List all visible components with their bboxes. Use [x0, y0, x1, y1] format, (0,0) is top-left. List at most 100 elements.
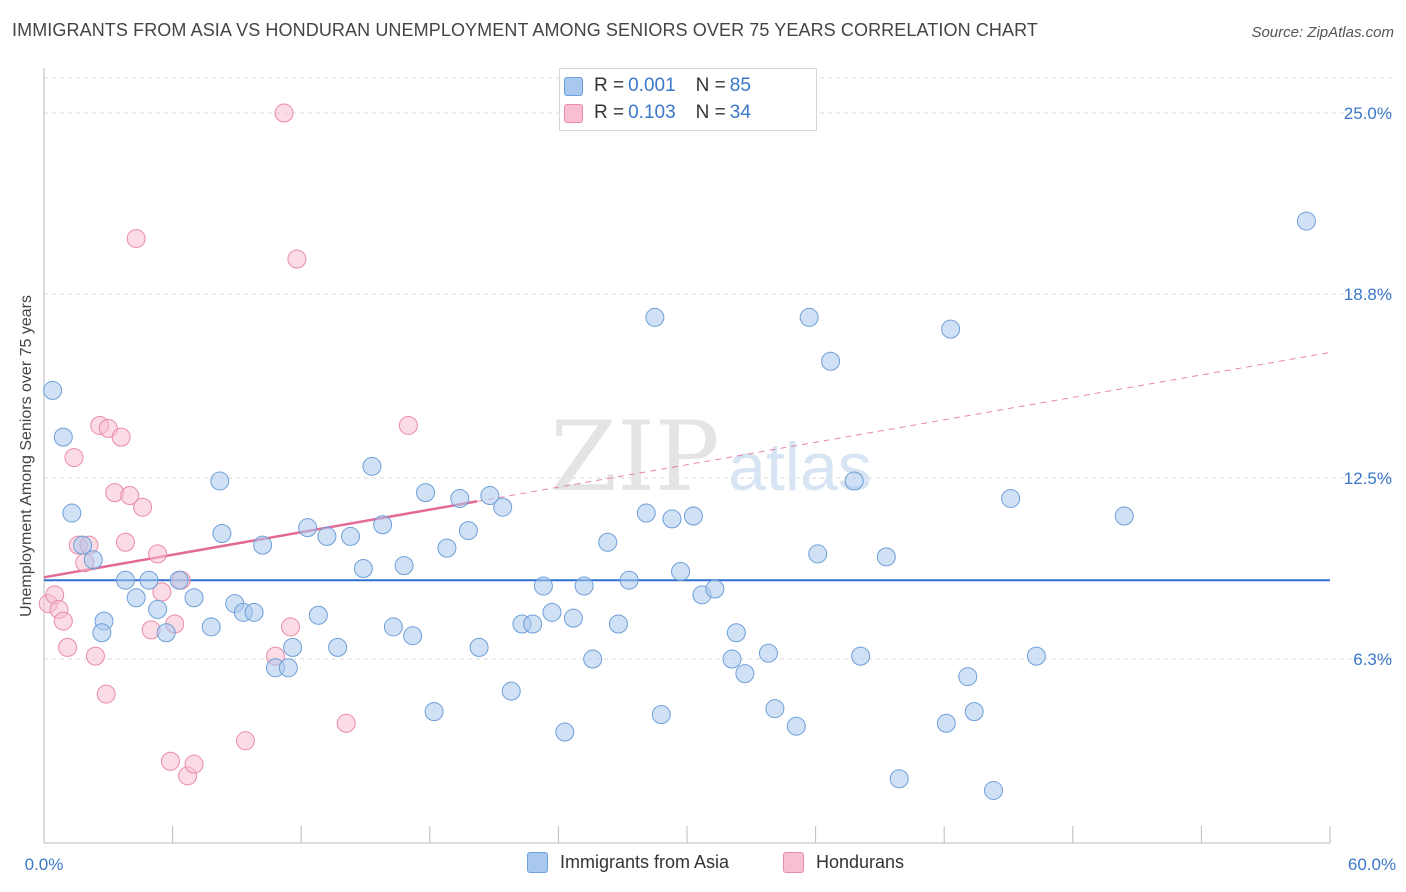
asia-point: [298, 518, 318, 538]
asia-point: [799, 307, 819, 327]
chart-title: IMMIGRANTS FROM ASIA VS HONDURAN UNEMPLO…: [12, 20, 1038, 40]
asia-point: [383, 617, 403, 637]
asia-point: [1296, 211, 1316, 231]
legend-item-asia[interactable]: Immigrants from Asia: [527, 852, 729, 873]
asia-point: [735, 664, 755, 684]
legend-item-hondurans[interactable]: Hondurans: [783, 852, 904, 873]
honduran-point: [336, 713, 356, 733]
honduran-point: [184, 754, 204, 774]
honduran-point: [115, 532, 135, 552]
asia-point: [139, 570, 159, 590]
n-value: 85: [729, 75, 751, 96]
honduran-point: [398, 415, 418, 435]
asia-point: [583, 649, 603, 669]
asia-point: [662, 509, 682, 529]
asia-point: [533, 576, 553, 596]
honduran-point: [235, 731, 255, 751]
asia-point: [683, 506, 703, 526]
asia-point: [253, 535, 273, 555]
asia-point: [608, 614, 628, 634]
asia-point: [244, 602, 264, 622]
asia-point: [156, 623, 176, 643]
asia-point: [353, 559, 373, 579]
asia-point: [201, 617, 221, 637]
asia-point: [416, 483, 436, 503]
asia-point: [844, 471, 864, 491]
honduran-point: [120, 486, 140, 506]
honduran-point: [148, 544, 168, 564]
y-tick-label: 18.8%: [1344, 285, 1392, 304]
honduran-point: [280, 617, 300, 637]
n-value: 34: [729, 102, 751, 123]
asia-point: [636, 503, 656, 523]
tick-labels: 6.3% 12.5% 18.8% 25.0% 0.0% 60.0%: [25, 104, 1396, 874]
asia-point: [936, 713, 956, 733]
legend-label-asia: Immigrants from Asia: [560, 852, 730, 872]
asia-point: [758, 643, 778, 663]
honduran-point: [96, 684, 116, 704]
asia-point: [786, 716, 806, 736]
asia-point: [317, 526, 337, 546]
asia-point: [1026, 646, 1046, 666]
asia-point: [328, 637, 348, 657]
asia-point: [73, 535, 93, 555]
watermark: ZIP atlas: [550, 401, 871, 513]
honduran-point: [274, 103, 294, 123]
honduran-point: [64, 448, 84, 468]
asia-point: [722, 649, 742, 669]
asia-point: [563, 608, 583, 628]
asia-point: [373, 515, 393, 535]
asia-point: [493, 497, 513, 517]
asia-point: [212, 523, 232, 543]
asia-point: [542, 602, 562, 622]
asia-point: [184, 588, 204, 608]
asia-point: [523, 614, 543, 634]
asia-point: [964, 702, 984, 722]
honduran-point: [53, 611, 73, 631]
asia-point: [169, 570, 189, 590]
legend-swatch-asia: [527, 852, 548, 873]
legend-row-asia: R = 0.001 N = 85: [564, 74, 751, 98]
r-label: R =: [594, 75, 625, 96]
y-tick-label: 12.5%: [1344, 469, 1392, 488]
asia-point: [308, 605, 328, 625]
asia-point: [574, 576, 594, 596]
n-label: N =: [695, 75, 726, 96]
legend-swatch-hondurans: [564, 104, 583, 123]
y-tick-label: 25.0%: [1344, 104, 1392, 123]
x-tick-label-min: 0.0%: [25, 855, 64, 874]
honduran-point: [85, 646, 105, 666]
y-axis-label: Unemployment Among Seniors over 75 years: [18, 295, 35, 617]
asia-point: [501, 681, 521, 701]
honduran-point: [126, 229, 146, 249]
x-tick-label-max: 60.0%: [1348, 855, 1396, 874]
asia-point: [92, 623, 112, 643]
asia-point: [726, 623, 746, 643]
asia-point: [705, 579, 725, 599]
asia-point: [469, 637, 489, 657]
honduran-point: [133, 497, 153, 517]
asia-point: [765, 699, 785, 719]
asia-point: [283, 637, 303, 657]
honduran-point: [111, 427, 131, 447]
r-value: 0.001: [628, 75, 676, 96]
asia-point: [555, 722, 575, 742]
asia-point: [958, 667, 978, 687]
asia-point: [645, 307, 665, 327]
honduran-point: [160, 751, 180, 771]
asia-point: [83, 550, 103, 570]
asia-point: [598, 532, 618, 552]
honduran-point: [287, 249, 307, 269]
asia-point: [437, 538, 457, 558]
asia-point: [340, 526, 360, 546]
asia-point: [876, 547, 896, 567]
correlation-legend: R = 0.001 N = 85 R = 0.103 N = 34: [559, 68, 817, 131]
asia-point: [821, 351, 841, 371]
watermark-zip: ZIP: [550, 401, 719, 513]
asia-point: [43, 380, 63, 400]
legend-swatch-hondurans: [783, 852, 804, 873]
asia-point: [671, 561, 691, 581]
honduran-trend-extension: [476, 351, 1331, 502]
asia-point: [941, 319, 961, 339]
